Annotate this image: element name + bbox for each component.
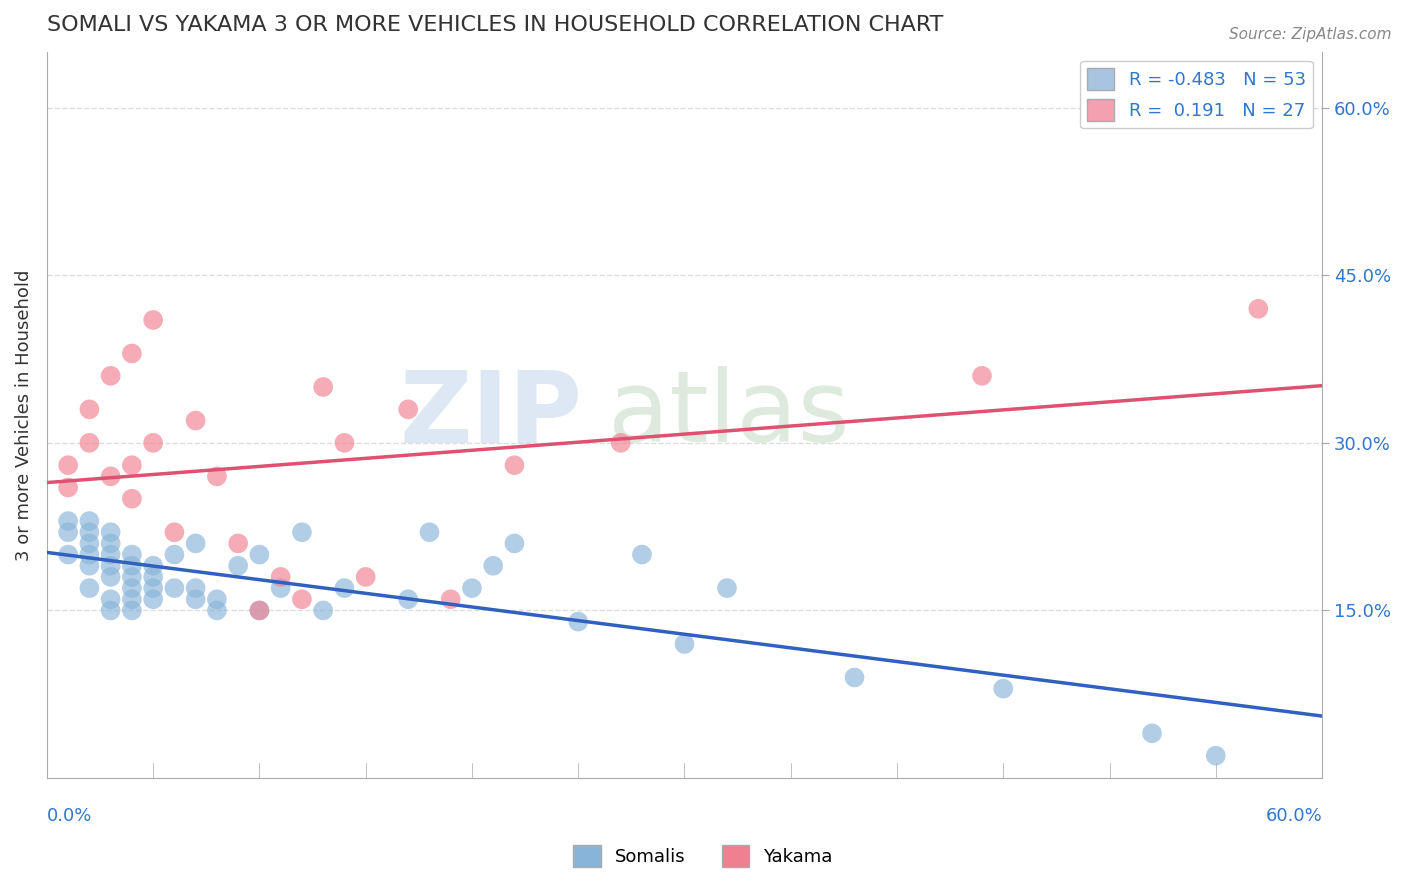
Point	[56, 458, 79, 473]
Y-axis label: 3 or more Vehicles in Household: 3 or more Vehicles in Household	[15, 269, 32, 560]
Point	[354, 570, 377, 584]
Point	[56, 525, 79, 540]
Legend: R = -0.483   N = 53, R =  0.191   N = 27: R = -0.483 N = 53, R = 0.191 N = 27	[1080, 61, 1313, 128]
Point	[121, 603, 143, 617]
Point	[100, 368, 122, 383]
Point	[226, 558, 249, 573]
Point	[249, 603, 271, 617]
Point	[396, 592, 419, 607]
Point	[121, 491, 143, 506]
Point	[121, 548, 143, 562]
Point	[79, 536, 101, 550]
Point	[121, 570, 143, 584]
Point	[142, 570, 165, 584]
Point	[333, 435, 356, 450]
Point	[142, 313, 165, 327]
Point	[79, 525, 101, 540]
Point	[1140, 726, 1163, 740]
Point	[503, 458, 526, 473]
Point	[100, 570, 122, 584]
Text: SOMALI VS YAKAMA 3 OR MORE VEHICLES IN HOUSEHOLD CORRELATION CHART: SOMALI VS YAKAMA 3 OR MORE VEHICLES IN H…	[46, 15, 943, 35]
Text: 0.0%: 0.0%	[46, 807, 93, 825]
Point	[205, 603, 228, 617]
Point	[461, 581, 484, 595]
Point	[121, 581, 143, 595]
Point	[716, 581, 738, 595]
Point	[631, 548, 654, 562]
Point	[121, 346, 143, 360]
Point	[163, 581, 186, 595]
Point	[249, 603, 271, 617]
Point	[100, 603, 122, 617]
Point	[844, 670, 866, 684]
Point	[79, 581, 101, 595]
Point	[163, 548, 186, 562]
Point	[291, 525, 314, 540]
Point	[121, 458, 143, 473]
Text: atlas: atlas	[607, 367, 849, 464]
Point	[418, 525, 440, 540]
Point	[56, 514, 79, 528]
Point	[249, 548, 271, 562]
Point	[100, 548, 122, 562]
Point	[312, 380, 335, 394]
Point	[184, 581, 207, 595]
Point	[142, 435, 165, 450]
Point	[121, 558, 143, 573]
Point	[396, 402, 419, 417]
Point	[184, 413, 207, 427]
Point	[121, 592, 143, 607]
Point	[79, 402, 101, 417]
Point	[100, 469, 122, 483]
Point	[79, 558, 101, 573]
Point	[100, 536, 122, 550]
Point	[100, 558, 122, 573]
Point	[226, 536, 249, 550]
Point	[100, 592, 122, 607]
Point	[1247, 301, 1270, 316]
Point	[503, 536, 526, 550]
Point	[56, 481, 79, 495]
Point	[270, 570, 292, 584]
Text: 60.0%: 60.0%	[1265, 807, 1322, 825]
Point	[567, 615, 589, 629]
Point	[440, 592, 463, 607]
Point	[142, 558, 165, 573]
Point	[333, 581, 356, 595]
Legend: Somalis, Yakama: Somalis, Yakama	[567, 838, 839, 874]
Point	[609, 435, 631, 450]
Point	[673, 637, 696, 651]
Point	[142, 581, 165, 595]
Point	[270, 581, 292, 595]
Point	[970, 368, 993, 383]
Point	[184, 536, 207, 550]
Point	[291, 592, 314, 607]
Point	[142, 592, 165, 607]
Point	[184, 592, 207, 607]
Point	[79, 435, 101, 450]
Point	[79, 514, 101, 528]
Point	[100, 525, 122, 540]
Point	[79, 548, 101, 562]
Point	[205, 592, 228, 607]
Point	[56, 548, 79, 562]
Point	[163, 525, 186, 540]
Text: ZIP: ZIP	[399, 367, 582, 464]
Point	[993, 681, 1015, 696]
Point	[1205, 748, 1227, 763]
Text: Source: ZipAtlas.com: Source: ZipAtlas.com	[1229, 27, 1392, 42]
Point	[482, 558, 505, 573]
Point	[312, 603, 335, 617]
Point	[205, 469, 228, 483]
